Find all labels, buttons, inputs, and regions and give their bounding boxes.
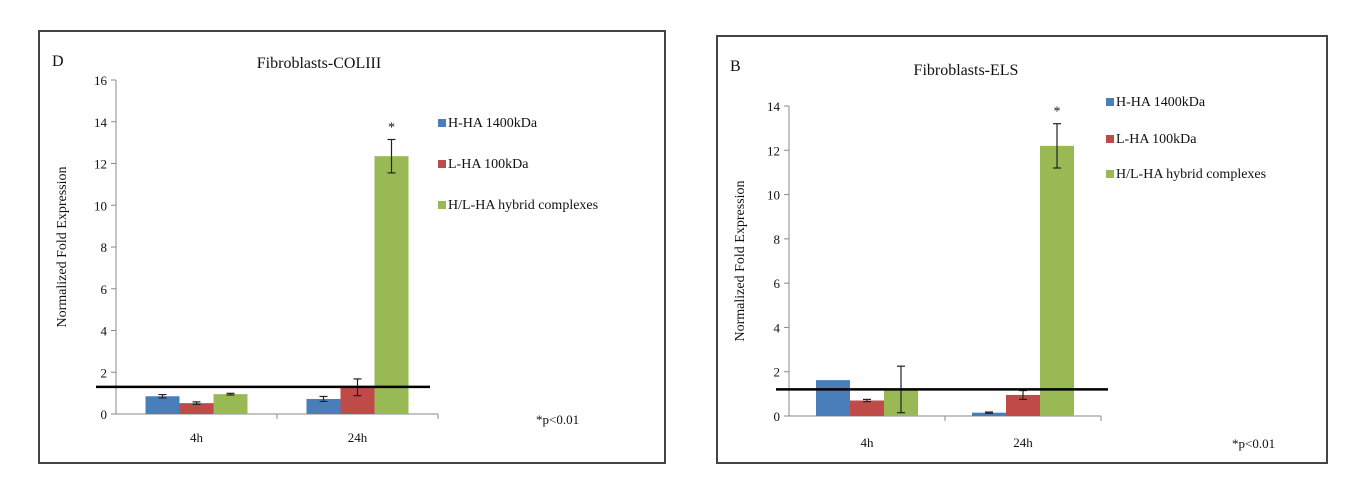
y-tick-label: 0 xyxy=(774,409,781,424)
y-tick-label: 4 xyxy=(774,320,781,335)
bar xyxy=(1040,145,1074,416)
legend-label: H/L-HA hybrid complexes xyxy=(448,198,598,213)
y-tick-label: 6 xyxy=(774,276,781,291)
y-tick-label: 14 xyxy=(94,115,108,130)
legend-swatch xyxy=(438,201,446,209)
panel-label: B xyxy=(730,58,741,75)
legend-label: L-HA 100kDa xyxy=(448,157,529,172)
legend-swatch xyxy=(438,160,446,168)
bar xyxy=(179,403,214,414)
legend-swatch xyxy=(438,119,446,127)
x-tick-label: 4h xyxy=(190,430,204,445)
y-tick-label: 8 xyxy=(774,232,781,247)
legend-label: H/L-HA hybrid complexes xyxy=(1116,167,1266,182)
y-tick-label: 16 xyxy=(94,73,108,88)
footnote: *p<0.01 xyxy=(536,412,579,427)
significance-marker: * xyxy=(388,120,395,135)
legend-label: L-HA 100kDa xyxy=(1116,132,1197,147)
bar xyxy=(374,156,409,414)
legend-swatch xyxy=(1106,98,1114,106)
bar xyxy=(1006,394,1040,416)
bar xyxy=(213,394,248,414)
y-tick-label: 2 xyxy=(101,365,108,380)
legend-label: H-HA 1400kDa xyxy=(1116,95,1206,110)
chart-els: B Fibroblasts-ELS Normalized Fold Expressi… xyxy=(716,35,1328,464)
legend-swatch xyxy=(1106,135,1114,143)
y-tick-label: 0 xyxy=(101,407,108,422)
y-tick-label: 12 xyxy=(94,157,107,172)
legend-swatch xyxy=(1106,170,1114,178)
y-axis-label: Normalized Fold Expression xyxy=(733,181,748,342)
chart-colIII: D Fibroblasts-COLIII Normalized Fold Expre… xyxy=(38,30,666,464)
x-tick-label: 24h xyxy=(1013,435,1033,450)
y-axis-label: Normalized Fold Expression xyxy=(55,167,70,328)
y-tick-label: 2 xyxy=(774,365,781,380)
chart-panel-colIII: D Fibroblasts-COLIII Normalized Fold Expre… xyxy=(38,30,666,464)
chart-title: Fibroblasts-ELS xyxy=(914,62,1019,79)
y-tick-label: 8 xyxy=(101,240,108,255)
legend-label: H-HA 1400kDa xyxy=(448,116,538,131)
bar xyxy=(816,380,850,416)
chart-title: Fibroblasts-COLIII xyxy=(257,55,381,72)
bar xyxy=(306,398,341,414)
y-tick-label: 14 xyxy=(767,99,781,114)
bar xyxy=(145,396,180,414)
x-tick-label: 24h xyxy=(348,430,368,445)
y-tick-label: 10 xyxy=(94,198,107,213)
x-tick-label: 4h xyxy=(861,435,875,450)
y-tick-label: 10 xyxy=(767,188,780,203)
bar xyxy=(972,412,1006,416)
y-tick-label: 4 xyxy=(101,324,108,339)
significance-marker: * xyxy=(1054,105,1061,120)
y-tick-label: 6 xyxy=(101,282,108,297)
y-tick-label: 12 xyxy=(767,143,780,158)
panel-label: D xyxy=(52,53,64,70)
footnote: *p<0.01 xyxy=(1232,436,1275,451)
chart-panel-els: B Fibroblasts-ELS Normalized Fold Expressi… xyxy=(716,35,1328,464)
bar xyxy=(850,400,884,416)
